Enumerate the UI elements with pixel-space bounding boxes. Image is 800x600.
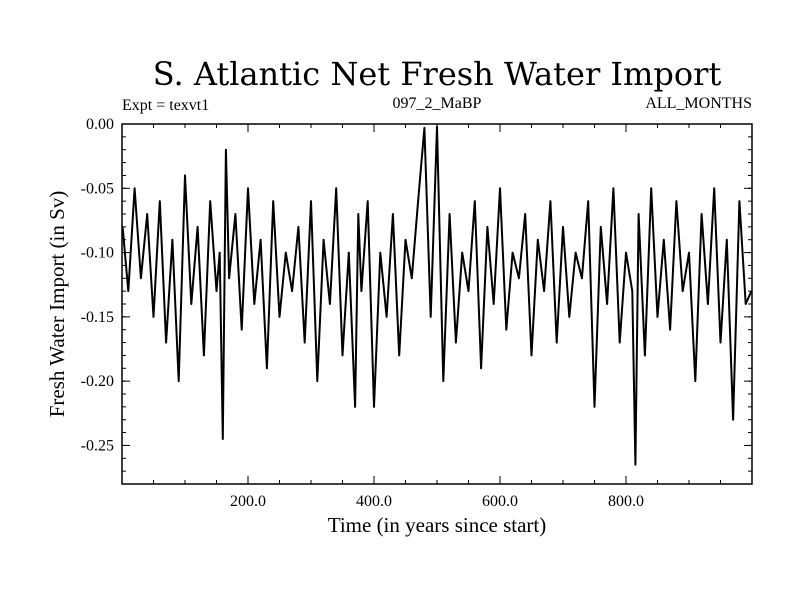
- y-tick-label: -0.15: [81, 309, 114, 326]
- series-line-fresh-water-import: [121, 125, 753, 466]
- x-axis: 200.0 400.0 600.0 800.0: [153, 124, 721, 510]
- y-tick-label: 0.00: [86, 116, 114, 133]
- x-tick-label: 600.0: [482, 493, 518, 510]
- subtitle-center: 097_2_MaBP: [393, 95, 482, 112]
- x-tick-label: 800.0: [608, 493, 644, 510]
- y-axis: 0.00 -0.05 -0.10 -0.15 -0.20 -0.25: [81, 116, 752, 485]
- y-tick-label: -0.10: [81, 245, 114, 262]
- y-tick-label: -0.05: [81, 180, 114, 197]
- subtitle-right: ALL_MONTHS: [645, 95, 752, 112]
- x-axis-label: Time (in years since start): [328, 513, 547, 537]
- y-tick-label: -0.20: [81, 373, 114, 390]
- subtitle-left: Expt = texvt1: [122, 97, 209, 114]
- x-tick-label: 400.0: [356, 493, 392, 510]
- x-tick-label: 200.0: [230, 493, 266, 510]
- chart-title: S. Atlantic Net Fresh Water Import: [153, 55, 722, 93]
- y-axis-label: Fresh Water Import (in Sv): [45, 191, 69, 418]
- y-tick-label: -0.25: [81, 437, 114, 454]
